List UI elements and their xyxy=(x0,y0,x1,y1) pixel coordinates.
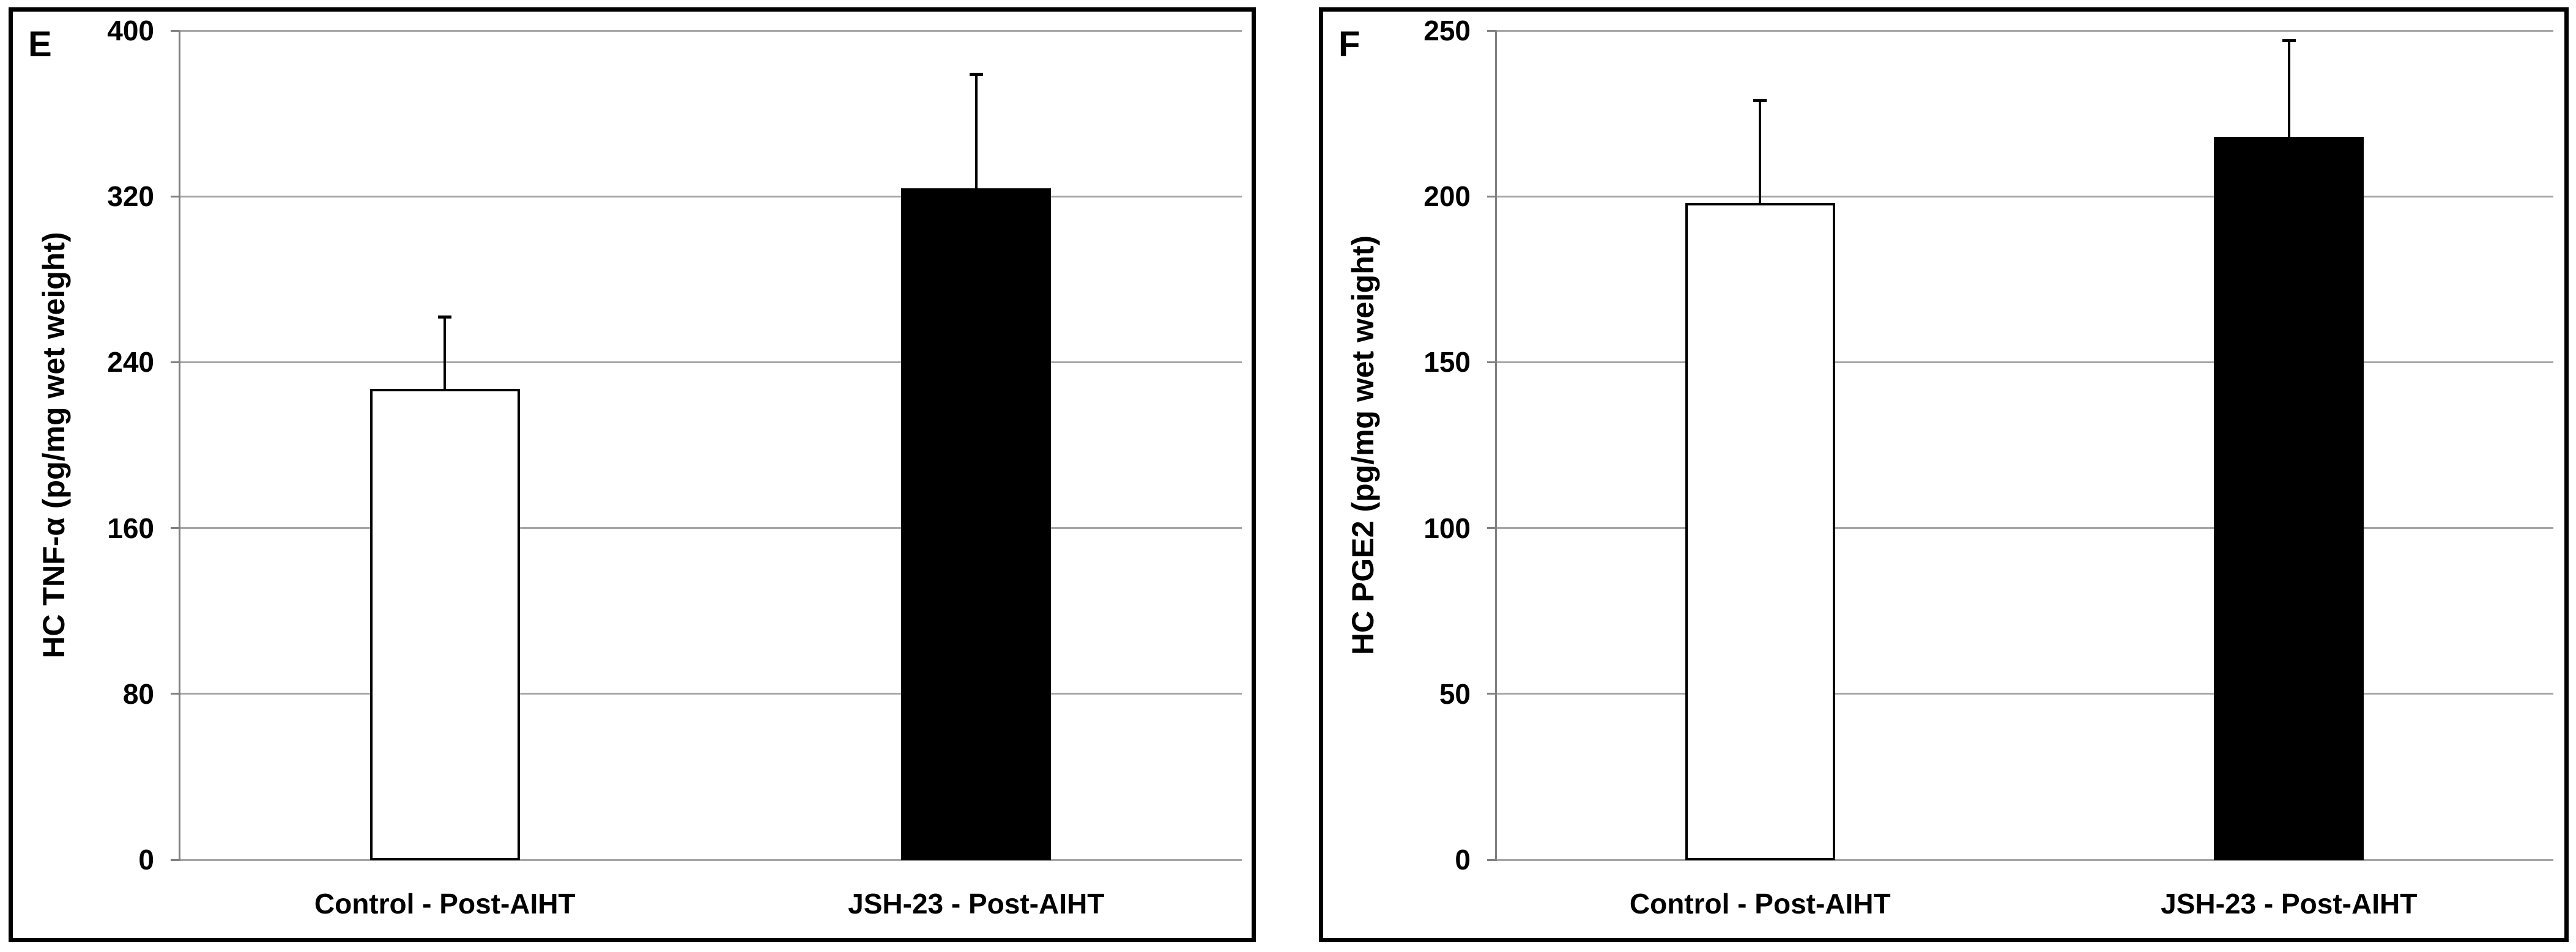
x-category-label: Control - Post-AIHT xyxy=(1629,888,1891,920)
y-axis-tick xyxy=(1487,361,1496,363)
y-gridline xyxy=(179,527,1242,530)
y-axis-tick-label: 320 xyxy=(107,180,154,213)
y-gridline xyxy=(1496,693,2553,695)
bar-jsh23 xyxy=(901,188,1052,860)
error-bar-cap xyxy=(1753,98,1767,102)
y-gridline xyxy=(179,858,1242,861)
y-axis-tick-label: 400 xyxy=(107,15,154,46)
y-axis-tick-label: 150 xyxy=(1423,346,1471,378)
x-category-label: JSH-23 - Post-AIHT xyxy=(848,888,1105,920)
x-category-label: Control - Post-AIHT xyxy=(314,888,576,920)
y-axis-tick-label: 80 xyxy=(122,677,154,710)
y-gridline xyxy=(179,693,1242,695)
y-axis-tick xyxy=(1487,858,1496,861)
bar-control xyxy=(369,389,520,860)
y-axis-tick-label: 100 xyxy=(1423,512,1471,544)
y-gridline xyxy=(1496,361,2553,363)
x-category-label: JSH-23 - Post-AIHT xyxy=(2161,888,2418,920)
bar-control xyxy=(1685,203,1835,860)
y-axis-tick xyxy=(171,361,179,363)
y-axis-tick xyxy=(1487,693,1496,695)
y-axis-tick-label: 0 xyxy=(1455,844,1471,876)
y-axis-tick-label: 240 xyxy=(107,346,154,378)
y-gridline xyxy=(179,29,1242,32)
y-axis-tick xyxy=(171,29,179,32)
panel-e-frame xyxy=(9,7,1256,942)
y-axis-tick xyxy=(1487,527,1496,530)
y-gridline xyxy=(1496,29,2553,32)
y-axis-tick-label: 50 xyxy=(1439,677,1471,710)
error-bar-cap xyxy=(969,73,983,76)
y-axis-tick-label: 160 xyxy=(107,512,154,544)
y-axis-line xyxy=(179,31,180,861)
panel-f-letter: F xyxy=(1338,24,1360,64)
y-axis-tick xyxy=(171,858,179,861)
y-axis-tick-label: 0 xyxy=(138,844,154,876)
error-bar-cap xyxy=(2282,39,2296,43)
y-gridline xyxy=(1496,527,2553,530)
y-gridline xyxy=(179,361,1242,363)
y-gridline xyxy=(1496,858,2553,861)
error-bar-line xyxy=(444,316,447,392)
panel-e-letter: E xyxy=(28,24,52,64)
y-gridline xyxy=(1496,195,2553,197)
panel-f-frame xyxy=(1319,7,2569,942)
bar-jsh23 xyxy=(2214,136,2364,860)
error-bar-cap xyxy=(438,315,452,319)
error-bar-line xyxy=(2287,40,2290,139)
y-gridline xyxy=(179,195,1242,197)
y-axis-tick-label: 250 xyxy=(1423,15,1471,46)
y-axis-line xyxy=(1495,31,1497,861)
y-axis-tick xyxy=(1487,29,1496,32)
y-axis-tick-label: 200 xyxy=(1423,180,1471,213)
error-bar-line xyxy=(974,74,978,191)
panel-e-y-axis-title: HC TNF-α (pg/mg wet weight) xyxy=(37,232,71,659)
y-axis-tick xyxy=(171,693,179,695)
y-axis-tick xyxy=(171,195,179,197)
panel-f-y-axis-title: HC PGE2 (pg/mg wet weight) xyxy=(1346,235,1380,655)
y-axis-tick xyxy=(171,527,179,530)
y-axis-tick xyxy=(1487,195,1496,197)
error-bar-line xyxy=(1759,100,1762,206)
